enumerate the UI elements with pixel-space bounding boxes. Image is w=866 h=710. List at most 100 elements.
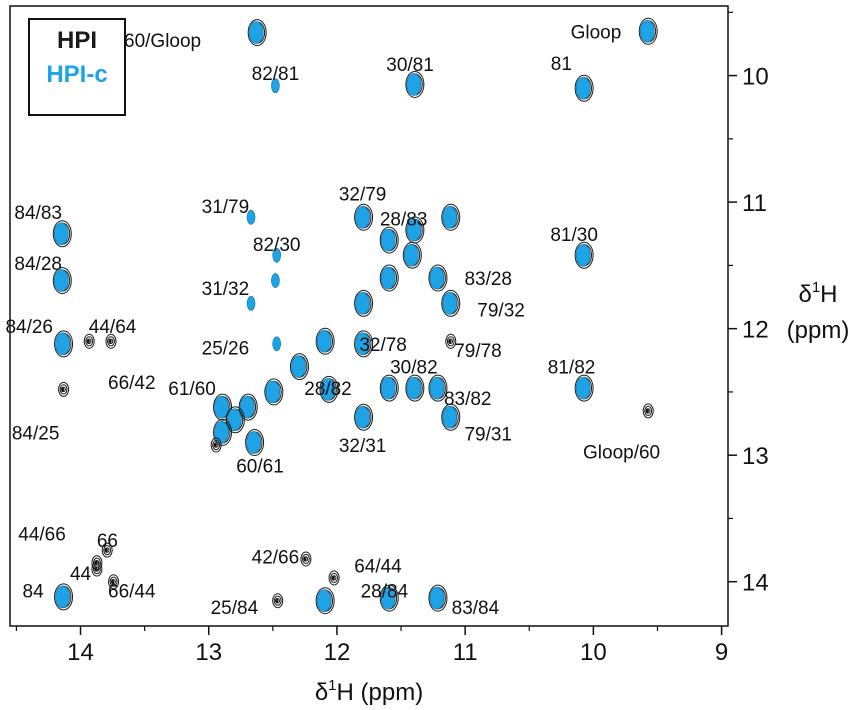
- peak: [108, 574, 120, 590]
- y-tick-label: 13: [742, 443, 769, 470]
- peak-label: 30/81: [386, 55, 434, 76]
- peak: [354, 203, 374, 231]
- peak-label: 25/84: [211, 598, 259, 619]
- peak-core-hpi: [331, 575, 335, 581]
- peak-label: 83/28: [464, 269, 512, 290]
- peak-label: 84: [23, 582, 45, 603]
- peak-contour-hpi: [264, 378, 284, 406]
- peak: [402, 241, 422, 269]
- peak-contour-hpi: [105, 333, 117, 349]
- peak-core-hpi: [108, 338, 112, 344]
- peak: [105, 333, 117, 349]
- peak-hpi-c: [272, 247, 281, 263]
- peak-contour-hpi: [315, 327, 335, 355]
- peak-label: 25/26: [202, 339, 250, 360]
- peak-contour-hpi: [103, 544, 112, 556]
- peak: [445, 333, 457, 349]
- peak-hpi-c: [429, 586, 445, 610]
- peak: [300, 551, 312, 567]
- peak: [574, 241, 594, 269]
- peak: [247, 19, 267, 47]
- peak-contour-hpi: [428, 374, 448, 402]
- peak-label: 84/26: [5, 317, 53, 338]
- peak-label: 79/32: [477, 301, 525, 322]
- peak: [354, 289, 374, 317]
- x-tick-label: 14: [67, 639, 94, 666]
- peak: [213, 418, 233, 446]
- peak-label: 32/31: [339, 436, 387, 457]
- peak: [574, 74, 594, 102]
- peak-contour-hpi: [642, 403, 654, 419]
- peak-contour-hpi: [225, 406, 245, 434]
- peak: [245, 429, 265, 457]
- peak-contour-hpi: [315, 587, 335, 615]
- peak: [246, 296, 256, 311]
- peak-contour-hpi: [428, 264, 448, 292]
- peak-label: 32/79: [339, 184, 387, 205]
- peak-hpi-c: [214, 395, 229, 419]
- peak-contour-hpi: [379, 226, 399, 254]
- peak-label: 44/64: [89, 317, 137, 338]
- peak: [246, 210, 256, 225]
- peak-contour-hpi: [428, 584, 448, 612]
- peak-contour-hpi: [54, 330, 74, 358]
- peak-contour-hpi: [93, 563, 101, 575]
- legend-entry-hpi-c: HPI-c: [46, 61, 107, 88]
- peak: [271, 78, 280, 94]
- peak: [428, 584, 448, 612]
- peak-core-hpi: [86, 338, 90, 344]
- peak-label: 83/82: [444, 389, 492, 410]
- peak-core-hpi: [448, 338, 452, 344]
- peak-contour-hpi: [574, 74, 594, 102]
- peak-contour-hpi: [441, 403, 461, 431]
- peak-hpi-c: [53, 222, 69, 246]
- peak: [379, 264, 399, 292]
- peak-hpi-c: [320, 378, 336, 401]
- peak-core-hpi: [104, 547, 108, 553]
- peak-label: 66/42: [108, 373, 156, 394]
- peak: [379, 226, 399, 254]
- peak: [428, 264, 448, 292]
- peak: [101, 542, 113, 558]
- peak-label: 28/82: [304, 379, 352, 400]
- peak-contour-hpi: [212, 439, 221, 451]
- peak-contour-hpi: [289, 353, 309, 381]
- peak-contour-hpi: [109, 576, 118, 587]
- peak-contour-hpi: [213, 393, 233, 421]
- peak-core-hpi: [645, 408, 649, 414]
- peak: [54, 583, 74, 611]
- peak: [272, 247, 281, 263]
- peak: [210, 437, 222, 453]
- peak-label: 79/78: [454, 341, 502, 362]
- peak: [574, 374, 594, 402]
- peak-label: 84/28: [14, 254, 62, 275]
- peak-contour-hpi: [52, 267, 72, 295]
- peak-label: 81/82: [548, 358, 596, 379]
- y-tick-label: 10: [742, 64, 769, 91]
- peak-hpi-c: [442, 405, 458, 429]
- peak-hpi-c: [380, 228, 396, 252]
- peak-label: 61/60: [168, 379, 216, 400]
- peak-hpi-c: [265, 380, 281, 404]
- peak-label: 81: [551, 54, 572, 75]
- peak-contour-hpi: [446, 336, 455, 347]
- peak-core-hpi: [110, 579, 115, 585]
- peak: [289, 353, 309, 381]
- peak: [428, 374, 448, 402]
- peak-contour-hpi: [273, 595, 282, 606]
- peak-hpi-c: [355, 206, 370, 229]
- peak: [441, 403, 461, 431]
- peak-contour-hpi: [441, 203, 461, 231]
- peak-core-hpi: [60, 386, 65, 392]
- peak-hpi-c: [227, 408, 242, 432]
- peak: [319, 375, 339, 403]
- peak-contour-hpi: [107, 336, 115, 347]
- peak-contour-hpi: [354, 330, 374, 358]
- peak-contour-hpi: [54, 583, 74, 611]
- peak-core-hpi: [303, 556, 307, 562]
- peak-contour-hpi: [213, 418, 233, 446]
- peak-hpi-c: [316, 589, 332, 612]
- peak: [405, 374, 425, 402]
- peak-hpi-c: [575, 243, 591, 267]
- peak: [315, 587, 335, 615]
